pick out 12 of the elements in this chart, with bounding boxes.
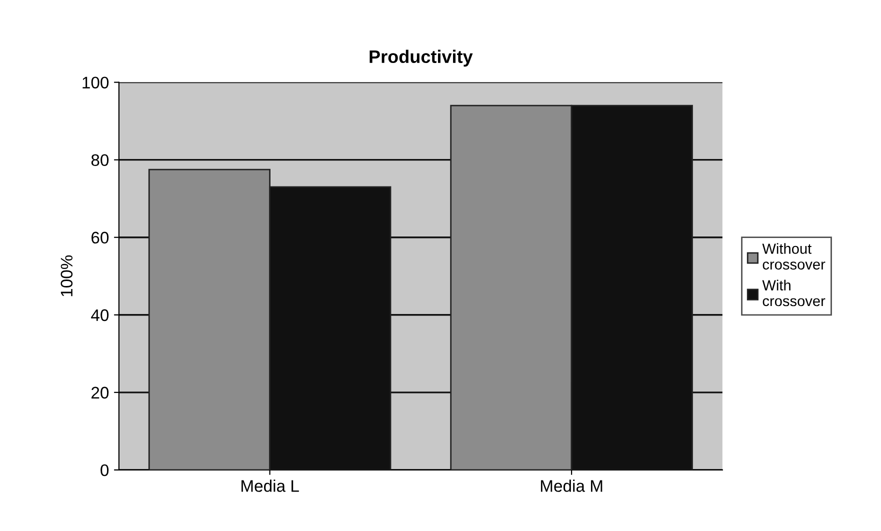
chart-title: Productivity: [370, 50, 473, 67]
y-tick-label: 20: [92, 386, 109, 399]
x-tick-label: Media L: [242, 480, 299, 492]
y-axis-title: 100%: [60, 255, 73, 296]
x-tick-label: Media M: [540, 480, 602, 492]
legend-label: Without crossover: [762, 243, 826, 270]
y-tick-label: 60: [92, 232, 109, 244]
y-tick-label: 100: [82, 76, 109, 89]
legend-label: With crossover: [762, 280, 826, 306]
y-tick-label: 80: [91, 154, 109, 166]
y-tick-label: 40: [91, 309, 109, 322]
y-tick-label: 0: [100, 464, 109, 476]
